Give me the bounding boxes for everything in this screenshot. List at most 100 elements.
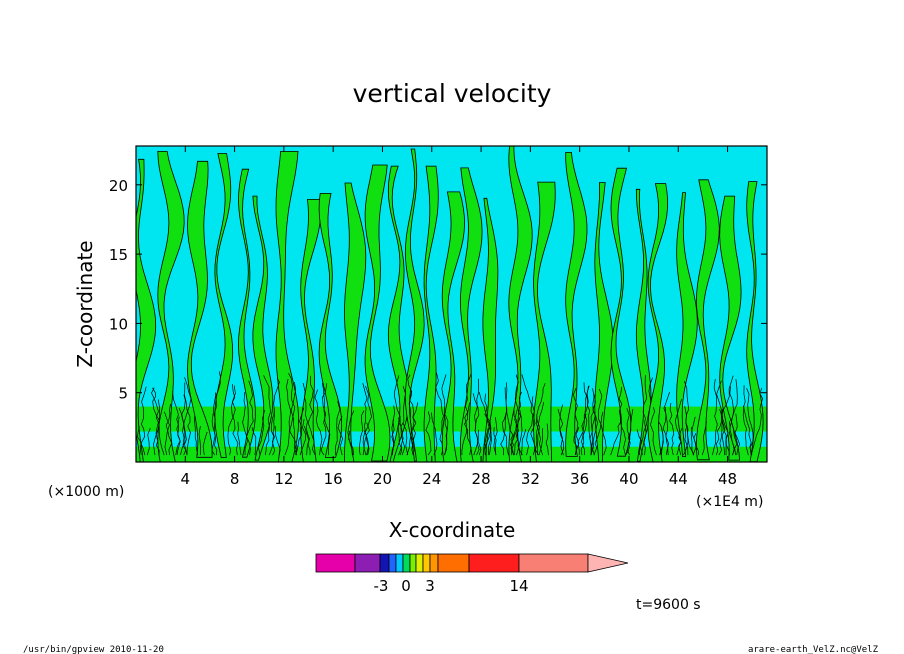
- x-unit-label: (×1000 m): [48, 484, 124, 500]
- colorbar-extend-arrow: [587, 553, 629, 573]
- updraft-plume: [344, 182, 367, 462]
- contour-line: [406, 390, 412, 456]
- contour-line: [400, 385, 406, 456]
- colorbar: [315, 553, 629, 573]
- contour-line: [164, 411, 170, 456]
- x-axis-ticks: 4 8 12 16 20 24 28 32 36 40 44 48: [181, 146, 737, 488]
- contour-line: [362, 383, 368, 456]
- y-tick-label: 20: [109, 177, 128, 195]
- contour-line: [271, 377, 280, 456]
- contour-line: [598, 388, 607, 456]
- contour-line: [320, 383, 328, 456]
- contour-line: [683, 380, 690, 456]
- contour-line: [516, 409, 523, 456]
- colorbar-segment: [518, 553, 589, 573]
- plot-area: [135, 145, 768, 463]
- contour-line: [461, 373, 472, 456]
- colorbar-segment: [402, 553, 411, 573]
- contour-line: [590, 394, 598, 456]
- colorbar-segment: [395, 553, 404, 573]
- contour-line: [669, 402, 675, 456]
- footer-right: arare-earth_VelZ.nc@VelZ: [748, 645, 879, 654]
- contour-line: [198, 426, 201, 456]
- contour-line: [258, 409, 266, 456]
- colorbar-tick-label: 0: [401, 577, 411, 595]
- contour-line: [712, 379, 718, 456]
- contour-line: [402, 423, 409, 456]
- contour-line: [394, 375, 404, 456]
- x-tick-label: 28: [472, 470, 491, 488]
- contour-line: [441, 374, 448, 456]
- updraft-plume: [635, 188, 652, 462]
- contour-line: [742, 405, 753, 456]
- contour-line: [334, 400, 341, 456]
- updraft-plume: [719, 195, 742, 461]
- updraft-plume: [565, 151, 588, 457]
- colorbar-segment: [409, 553, 417, 573]
- contour-line: [521, 374, 536, 456]
- contour-line: [484, 413, 492, 456]
- updraft-plume: [459, 167, 483, 462]
- colorbar-segment: [468, 553, 520, 573]
- contour-line: [242, 392, 249, 456]
- contour-line: [151, 387, 165, 456]
- contour-line: [284, 378, 291, 456]
- updraft-plume: [610, 167, 632, 457]
- velocity-field: [136, 146, 767, 462]
- contour-line: [268, 408, 275, 456]
- contour-line: [514, 374, 519, 456]
- colorbar-tick-labels: -3 0 3 14: [374, 577, 529, 595]
- contour-line: [636, 429, 643, 456]
- colorbar-tick-label: -3: [374, 577, 389, 595]
- colorbar-segment: [429, 553, 439, 573]
- contour-line: [182, 377, 192, 456]
- colorbar-segment: [315, 553, 356, 573]
- contour-line: [690, 426, 697, 456]
- contour-line: [478, 392, 492, 456]
- contour-line: [674, 399, 682, 456]
- contour-line: [362, 422, 370, 456]
- contour-line: [734, 413, 740, 456]
- contour-line: [730, 379, 738, 456]
- contour-line: [302, 383, 311, 456]
- contour-line: [484, 428, 489, 456]
- contour-line: [407, 374, 417, 456]
- contour-line: [474, 378, 482, 456]
- colorbar-segment: [379, 553, 390, 573]
- x-tick-label: 4: [181, 470, 191, 488]
- contour-line: [750, 387, 763, 456]
- contour-line: [307, 375, 316, 456]
- updraft-plume: [187, 160, 213, 458]
- contour-line: [663, 391, 670, 456]
- chart-title: vertical velocity: [353, 79, 552, 108]
- contour-line: [573, 387, 579, 456]
- contour-line: [626, 408, 631, 456]
- contour-line: [231, 384, 239, 456]
- contour-line: [591, 416, 596, 456]
- contour-line: [251, 427, 257, 456]
- colorbar-tick-label: 3: [425, 577, 435, 595]
- contour-line: [642, 375, 648, 456]
- contour-line: [178, 407, 186, 456]
- contour-line: [513, 410, 523, 456]
- contour-line: [443, 414, 449, 456]
- colorbar-segment: [437, 553, 470, 573]
- contour-line: [521, 429, 527, 456]
- contour-line: [137, 426, 146, 456]
- contour-line: [502, 382, 509, 456]
- contour-line: [263, 375, 271, 456]
- contour-line: [391, 405, 396, 456]
- contour-line: [165, 403, 173, 456]
- colorbar-segment: [415, 553, 424, 573]
- contour-line: [650, 407, 657, 456]
- contour-line: [701, 421, 707, 456]
- contour-line: [610, 410, 622, 456]
- contour-line: [535, 402, 545, 456]
- contour-line: [288, 372, 298, 456]
- contour-line: [493, 417, 498, 456]
- x-tick-label: 12: [274, 470, 293, 488]
- y-tick-label: 5: [118, 385, 128, 403]
- colorbar-segment: [354, 553, 381, 573]
- contour-line: [274, 425, 281, 456]
